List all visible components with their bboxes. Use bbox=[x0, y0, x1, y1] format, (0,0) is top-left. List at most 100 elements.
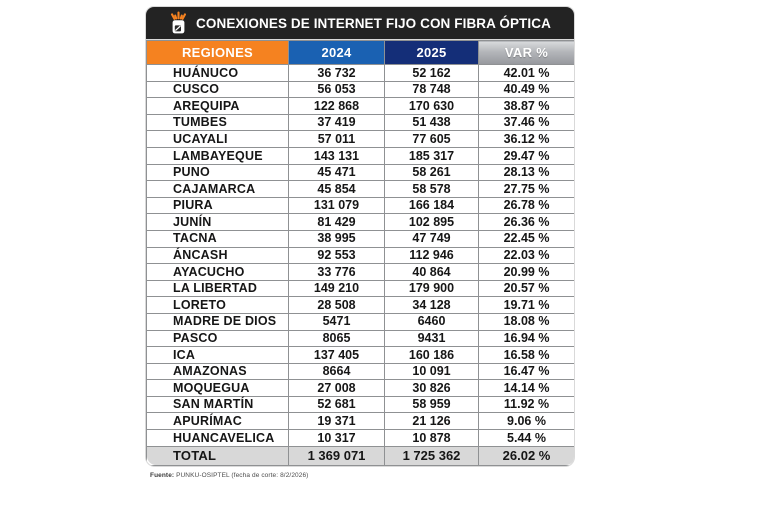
table-row: TACNA 38 995 47 749 22.45 % bbox=[146, 229, 574, 248]
y2024-cell: 45 471 bbox=[288, 163, 385, 182]
table-row: UCAYALI 57 011 77 605 36.12 % bbox=[146, 130, 574, 148]
y2025-cell: 47 749 bbox=[384, 229, 479, 248]
source-text: PUNKU-OSIPTEL (fecha de corte: 8/2/2026) bbox=[176, 471, 309, 479]
region-cell: PIURA bbox=[146, 196, 289, 215]
table-row: LAMBAYEQUE 143 131 185 317 29.47 % bbox=[146, 146, 574, 165]
table-body: HUÁNUCO 36 732 52 162 42.01 % CUSCO 56 0… bbox=[146, 64, 574, 447]
y2025-cell: 40 864 bbox=[384, 263, 479, 281]
region-cell: AYACUCHO bbox=[146, 263, 289, 281]
y2024-cell: 33 776 bbox=[288, 263, 385, 281]
y2024-cell: 143 131 bbox=[288, 146, 385, 165]
y2025-cell: 9431 bbox=[384, 329, 479, 348]
column-header-2024: 2024 bbox=[288, 40, 385, 65]
var-cell: 22.45 % bbox=[478, 229, 574, 248]
table-row: MADRE DE DIOS 5471 6460 18.08 % bbox=[146, 312, 574, 331]
region-cell: MOQUEGUA bbox=[146, 379, 289, 397]
total-2025-value: 1 725 362 bbox=[384, 445, 479, 466]
region-cell: LA LIBERTAD bbox=[146, 279, 289, 298]
total-row: TOTAL 1 369 071 1 725 362 26.02 % bbox=[146, 445, 574, 466]
table-row: APURÍMAC 19 371 21 126 9.06 % bbox=[146, 412, 574, 431]
y2025-cell: 6460 bbox=[384, 312, 479, 331]
table-row: LORETO 28 508 34 128 19.71 % bbox=[146, 296, 574, 314]
y2025-cell: 10 091 bbox=[384, 362, 479, 381]
table-row: PASCO 8065 9431 16.94 % bbox=[146, 329, 574, 348]
region-cell: LAMBAYEQUE bbox=[146, 146, 289, 165]
table-row: AMAZONAS 8664 10 091 16.47 % bbox=[146, 362, 574, 381]
page-title: CONEXIONES DE INTERNET FIJO CON FIBRA ÓP… bbox=[196, 16, 551, 31]
var-cell: 20.99 % bbox=[478, 263, 574, 281]
y2024-cell: 8065 bbox=[288, 329, 385, 348]
table-row: PUNO 45 471 58 261 28.13 % bbox=[146, 163, 574, 182]
var-cell: 27.75 % bbox=[478, 180, 574, 198]
region-cell: UCAYALI bbox=[146, 130, 289, 148]
var-cell: 28.13 % bbox=[478, 163, 574, 182]
y2025-cell: 10 878 bbox=[384, 429, 479, 447]
y2024-cell: 137 405 bbox=[288, 346, 385, 364]
var-cell: 14.14 % bbox=[478, 379, 574, 397]
region-cell: AMAZONAS bbox=[146, 362, 289, 381]
y2024-cell: 27 008 bbox=[288, 379, 385, 397]
y2025-cell: 160 186 bbox=[384, 346, 479, 364]
region-cell: ICA bbox=[146, 346, 289, 364]
region-cell: PASCO bbox=[146, 329, 289, 348]
y2024-cell: 149 210 bbox=[288, 279, 385, 298]
var-cell: 16.58 % bbox=[478, 346, 574, 364]
region-cell: TACNA bbox=[146, 229, 289, 248]
table-row: HUÁNUCO 36 732 52 162 42.01 % bbox=[146, 64, 574, 82]
region-cell: AREQUIPA bbox=[146, 97, 289, 115]
y2024-cell: 45 854 bbox=[288, 180, 385, 198]
table-row: AYACUCHO 33 776 40 864 20.99 % bbox=[146, 263, 574, 281]
y2024-cell: 19 371 bbox=[288, 412, 385, 431]
title-bar: CONEXIONES DE INTERNET FIJO CON FIBRA ÓP… bbox=[146, 7, 574, 40]
table-row: HUANCAVELICA 10 317 10 878 5.44 % bbox=[146, 429, 574, 447]
modem-signal-icon bbox=[169, 10, 188, 35]
table-row: ICA 137 405 160 186 16.58 % bbox=[146, 346, 574, 364]
table-wrapper: REGIONES 2024 2025 VAR % HUÁNUCO 36 732 … bbox=[146, 40, 574, 466]
table-row: MOQUEGUA 27 008 30 826 14.14 % bbox=[146, 379, 574, 397]
y2025-cell: 102 895 bbox=[384, 213, 479, 231]
region-cell: CAJAMARCA bbox=[146, 180, 289, 198]
y2024-cell: 92 553 bbox=[288, 246, 385, 265]
table-row: CUSCO 56 053 78 748 40.49 % bbox=[146, 80, 574, 99]
var-cell: 29.47 % bbox=[478, 146, 574, 165]
var-cell: 16.47 % bbox=[478, 362, 574, 381]
y2024-cell: 8664 bbox=[288, 362, 385, 381]
y2024-cell: 5471 bbox=[288, 312, 385, 331]
var-cell: 26.78 % bbox=[478, 196, 574, 215]
var-cell: 22.03 % bbox=[478, 246, 574, 265]
region-cell: PUNO bbox=[146, 163, 289, 182]
region-cell: CUSCO bbox=[146, 80, 289, 99]
var-cell: 40.49 % bbox=[478, 80, 574, 99]
y2024-cell: 36 732 bbox=[288, 64, 385, 82]
region-cell: HUÁNUCO bbox=[146, 64, 289, 82]
y2024-cell: 57 011 bbox=[288, 130, 385, 148]
y2025-cell: 185 317 bbox=[384, 146, 479, 165]
y2025-cell: 170 630 bbox=[384, 97, 479, 115]
y2024-cell: 122 868 bbox=[288, 97, 385, 115]
var-cell: 26.36 % bbox=[478, 213, 574, 231]
table-row: SAN MARTÍN 52 681 58 959 11.92 % bbox=[146, 395, 574, 414]
y2024-cell: 52 681 bbox=[288, 395, 385, 414]
column-header-2025: 2025 bbox=[384, 40, 479, 65]
source-label: Fuente: bbox=[150, 471, 175, 479]
total-var-value: 26.02 % bbox=[478, 445, 574, 466]
total-2024-value: 1 369 071 bbox=[288, 445, 385, 466]
region-cell: LORETO bbox=[146, 296, 289, 314]
y2024-cell: 37 419 bbox=[288, 113, 385, 132]
column-header-regiones: REGIONES bbox=[146, 40, 289, 65]
region-cell: MADRE DE DIOS bbox=[146, 312, 289, 331]
var-cell: 38.87 % bbox=[478, 97, 574, 115]
table-row: AREQUIPA 122 868 170 630 38.87 % bbox=[146, 97, 574, 115]
y2025-cell: 52 162 bbox=[384, 64, 479, 82]
y2025-cell: 77 605 bbox=[384, 130, 479, 148]
y2024-cell: 38 995 bbox=[288, 229, 385, 248]
y2025-cell: 179 900 bbox=[384, 279, 479, 298]
y2024-cell: 131 079 bbox=[288, 196, 385, 215]
region-cell: HUANCAVELICA bbox=[146, 429, 289, 447]
var-cell: 11.92 % bbox=[478, 395, 574, 414]
y2025-cell: 34 128 bbox=[384, 296, 479, 314]
y2025-cell: 58 578 bbox=[384, 180, 479, 198]
y2024-cell: 81 429 bbox=[288, 213, 385, 231]
y2025-cell: 166 184 bbox=[384, 196, 479, 215]
y2024-cell: 10 317 bbox=[288, 429, 385, 447]
